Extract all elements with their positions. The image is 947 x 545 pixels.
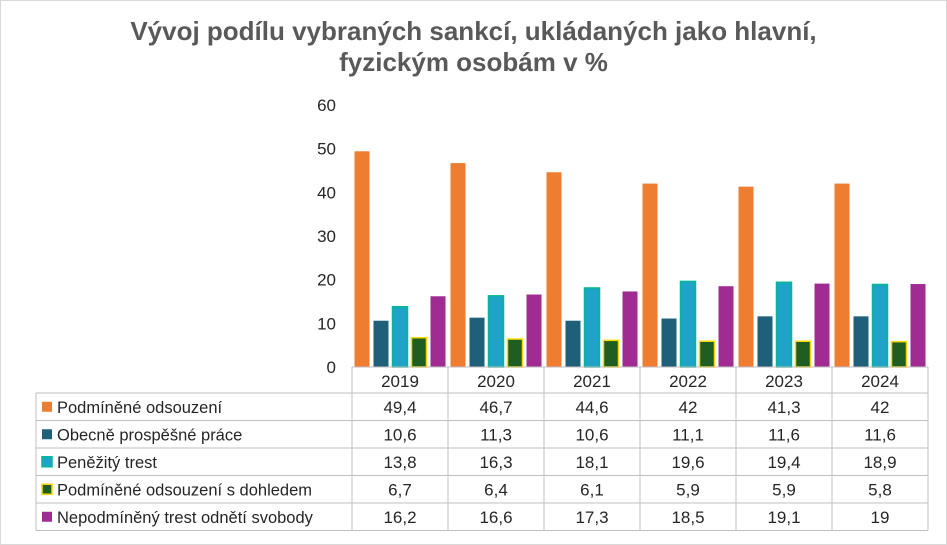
bar-1-2023 [738,186,754,367]
y-tick-label: 10 [317,314,336,333]
bar-5-2024 [910,284,926,367]
data-label: 11,6 [768,425,800,444]
y-tick-label: 20 [317,271,336,290]
bar-4-2020 [506,338,524,368]
bar-5-2021 [622,291,638,367]
x-tick-label: 2020 [477,372,515,391]
bar-2-2023 [757,316,773,367]
legend-label-5: Nepodmíněný trest odnětí svobody [57,509,314,527]
legend-label-1: Podmíněné odsouzení [57,399,223,417]
bar-4-2022 [698,340,716,368]
legend-label-2: Obecně prospěšné práce [57,426,242,444]
bar-2-2021 [565,320,581,367]
y-tick-label: 40 [317,183,336,202]
bar-5-2019 [430,296,446,367]
bar-1-2021 [546,172,562,367]
bar-3-2019 [391,305,409,368]
chart-title: Vývoj podílu vybraných sankcí, ukládanýc… [0,16,947,78]
chart-title-line-1: Vývoj podílu vybraných sankcí, ukládanýc… [130,16,817,46]
data-label: 18,5 [671,508,704,527]
data-label: 5,9 [676,480,700,499]
bar-3-2022 [679,280,697,368]
data-label: 42 [871,398,890,417]
bar-3-2020 [487,295,505,368]
data-label: 13,8 [383,453,416,472]
bar-4-2019 [410,336,428,368]
bar-3-2024 [871,283,889,368]
y-tick-label: 50 [317,140,336,159]
x-tick-label: 2019 [381,372,419,391]
data-label: 5,8 [868,480,892,499]
bar-1-2020 [450,163,466,367]
data-label: 17,3 [575,508,608,527]
bar-3-2021 [583,287,601,368]
legend-label-4: Podmíněné odsouzení s dohledem [57,481,312,499]
data-label: 19,4 [767,453,800,472]
bar-1-2024 [834,183,850,367]
y-tick-label: 60 [317,96,336,115]
bar-2-2019 [373,320,389,367]
data-label: 44,6 [575,398,608,417]
legend-key-1 [42,401,52,412]
data-label: 11,6 [864,425,896,444]
legend-label-3: Peněžitý trest [57,454,157,472]
bar-5-2023 [814,283,830,367]
bar-3-2023 [775,281,793,368]
legend-key-2 [42,429,52,440]
legend-key-5 [42,511,52,522]
data-label: 16,3 [479,453,512,472]
data-label: 18,9 [863,453,896,472]
bar-4-2024 [890,340,908,368]
legend-key-3 [41,456,53,468]
legend-key-4 [41,483,53,495]
data-label: 19 [871,508,890,527]
bar-5-2020 [526,294,542,367]
bar-1-2019 [354,151,370,367]
data-label: 41,3 [767,398,800,417]
x-tick-label: 2024 [861,372,899,391]
bar-1-2022 [642,183,658,367]
x-tick-label: 2021 [573,372,611,391]
data-label: 11,3 [480,425,512,444]
data-label: 16,6 [479,508,512,527]
x-tick-label: 2023 [765,372,803,391]
data-label: 6,7 [388,480,412,499]
bar-2-2024 [853,316,869,367]
y-tick-label: 0 [327,358,336,377]
data-label: 11,1 [672,425,704,444]
bar-5-2022 [718,286,734,367]
bar-4-2023 [794,340,812,368]
data-label: 16,2 [383,508,416,527]
chart-title-line-2: fyzickým osobám v % [339,47,608,77]
data-label: 10,6 [575,425,608,444]
bar-4-2021 [602,339,620,368]
data-label: 19,6 [671,453,704,472]
data-label: 19,1 [767,508,800,527]
data-label: 42 [679,398,698,417]
data-label: 10,6 [383,425,416,444]
y-tick-label: 30 [317,227,336,246]
data-label: 49,4 [383,398,416,417]
data-label: 6,4 [484,480,508,499]
x-tick-label: 2022 [669,372,707,391]
data-label: 46,7 [479,398,512,417]
bar-2-2022 [661,318,677,367]
bar-2-2020 [469,317,485,367]
data-label: 18,1 [575,453,608,472]
data-label: 5,9 [772,480,796,499]
data-label: 6,1 [580,480,604,499]
